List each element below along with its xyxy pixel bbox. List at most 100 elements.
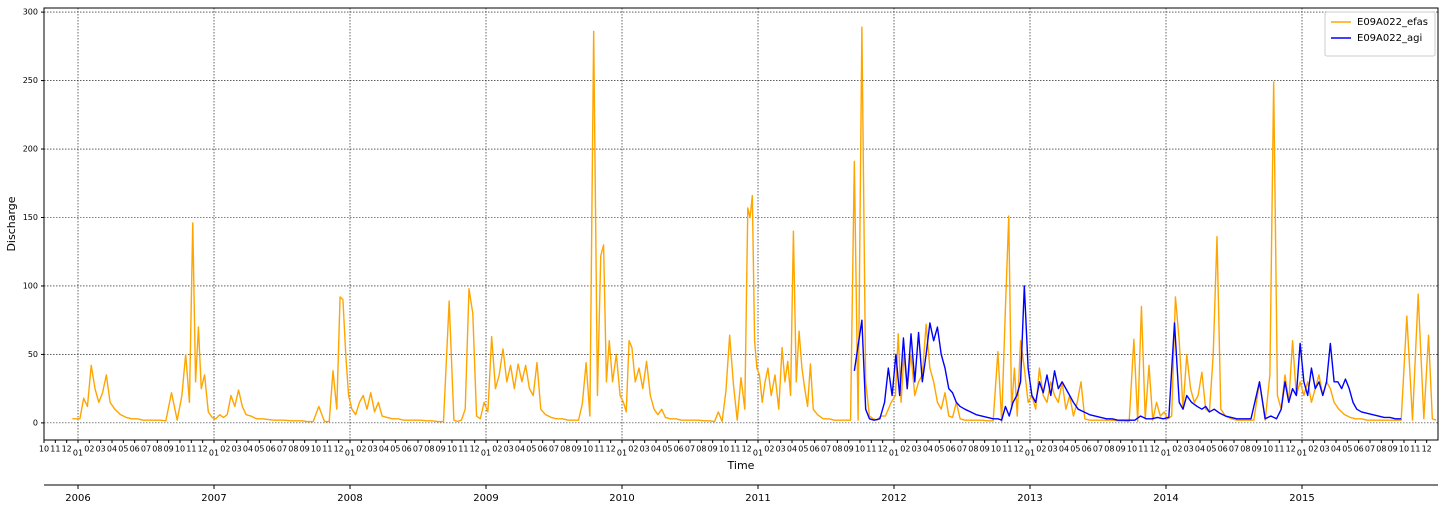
x-tick-label: 05 — [1342, 445, 1352, 454]
x-tick-label: 06 — [1354, 445, 1364, 454]
x-tick-label: 11 — [730, 445, 740, 454]
x-tick-label: 09 — [1116, 445, 1126, 454]
x-tick-label: 03 — [776, 445, 786, 454]
x-tick-label: 01 — [753, 449, 763, 458]
x-tick-label: 12 — [878, 445, 888, 454]
x-tick-label: 06 — [1082, 445, 1092, 454]
x-tick-label: 07 — [821, 445, 831, 454]
x-tick-label: 02 — [356, 445, 366, 454]
x-tick-label: 09 — [436, 445, 446, 454]
x-tick-label: 12 — [62, 445, 72, 454]
x-tick-label: 09 — [572, 445, 582, 454]
x-tick-label: 07 — [957, 445, 967, 454]
x-tick-label: 08 — [968, 445, 978, 454]
x-tick-label: 05 — [934, 445, 944, 454]
year-tick-label: 2007 — [201, 493, 226, 504]
x-tick-label: 08 — [832, 445, 842, 454]
x-tick-label: 07 — [413, 445, 423, 454]
x-tick-label: 01 — [481, 449, 491, 458]
x-tick-label: 09 — [300, 445, 310, 454]
x-tick-label: 08 — [1104, 445, 1114, 454]
x-tick-label: 01 — [1297, 449, 1307, 458]
x-tick-label: 12 — [1014, 445, 1024, 454]
x-tick-label: 04 — [923, 445, 933, 454]
x-tick-label: 11 — [1274, 445, 1284, 454]
year-tick-label: 2012 — [881, 493, 906, 504]
x-tick-label: 03 — [912, 445, 922, 454]
x-tick-label: 12 — [334, 445, 344, 454]
x-tick-label: 11 — [1138, 445, 1148, 454]
x-tick-label: 07 — [141, 445, 151, 454]
year-tick-label: 2011 — [745, 493, 770, 504]
x-tick-label: 04 — [243, 445, 253, 454]
x-tick-label: 08 — [152, 445, 162, 454]
legend-label: E09A022_efas — [1357, 17, 1428, 28]
legend-label: E09A022_agi — [1357, 33, 1422, 44]
y-tick-label: 250 — [23, 76, 38, 85]
x-tick-label: 05 — [798, 445, 808, 454]
y-axis-label: Discharge — [5, 196, 18, 251]
x-tick-label: 12 — [1286, 445, 1296, 454]
year-tick-label: 2009 — [473, 493, 498, 504]
x-tick-label: 02 — [492, 445, 502, 454]
x-tick-label: 02 — [900, 445, 910, 454]
x-tick-label: 05 — [526, 445, 536, 454]
plot-frame — [43, 7, 1439, 441]
legend: E09A022_efas E09A022_agi — [1324, 11, 1436, 57]
x-tick-label: 02 — [1308, 445, 1318, 454]
x-tick-label: 05 — [1206, 445, 1216, 454]
x-tick-label: 11 — [186, 445, 196, 454]
x-tick-label: 09 — [980, 445, 990, 454]
y-tick-label: 150 — [23, 213, 38, 222]
x-tick-label: 10 — [583, 445, 593, 454]
x-tick-label: 01 — [889, 449, 899, 458]
x-tick-label: 12 — [470, 445, 480, 454]
x-tick-label: 05 — [118, 445, 128, 454]
x-tick-label: 11 — [1410, 445, 1420, 454]
x-tick-label: 12 — [606, 445, 616, 454]
x-tick-label: 01 — [345, 449, 355, 458]
x-tick-label: 02 — [764, 445, 774, 454]
x-tick-label: 09 — [1252, 445, 1262, 454]
x-tick-label: 06 — [538, 445, 548, 454]
x-tick-label: 10 — [311, 445, 321, 454]
y-tick-label: 100 — [23, 281, 38, 290]
x-tick-label: 09 — [1388, 445, 1398, 454]
x-tick-label: 01 — [1025, 449, 1035, 458]
x-tick-label: 03 — [232, 445, 242, 454]
x-tick-label: 04 — [1059, 445, 1069, 454]
x-tick-label: 11 — [50, 445, 60, 454]
x-tick-label: 06 — [130, 445, 140, 454]
x-tick-label: 12 — [742, 445, 752, 454]
x-tick-label: 11 — [866, 445, 876, 454]
x-tick-label: 07 — [549, 445, 559, 454]
data-line — [853, 285, 1402, 421]
x-tick-label: 10 — [447, 445, 457, 454]
y-tick-label: 300 — [23, 8, 38, 17]
x-tick-label: 12 — [1422, 445, 1432, 454]
x-tick-label: 11 — [322, 445, 332, 454]
x-tick-label: 09 — [708, 445, 718, 454]
x-tick-label: 10 — [175, 445, 185, 454]
x-tick-label: 01 — [617, 449, 627, 458]
x-tick-label: 09 — [164, 445, 174, 454]
x-tick-label: 10 — [39, 445, 49, 454]
x-tick-label: 05 — [1070, 445, 1080, 454]
x-tick-label: 05 — [662, 445, 672, 454]
x-tick-label: 08 — [288, 445, 298, 454]
x-tick-label: 03 — [1320, 445, 1330, 454]
x-tick-label: 03 — [368, 445, 378, 454]
x-tick-label: 07 — [1093, 445, 1103, 454]
x-tick-label: 06 — [674, 445, 684, 454]
x-tick-label: 01 — [1161, 449, 1171, 458]
x-tick-label: 11 — [458, 445, 468, 454]
x-tick-label: 03 — [1048, 445, 1058, 454]
x-tick-label: 04 — [787, 445, 797, 454]
x-tick-label: 01 — [73, 449, 83, 458]
y-tick-label: 50 — [28, 350, 38, 359]
y-tick-label: 200 — [23, 145, 38, 154]
x-tick-label: 08 — [560, 445, 570, 454]
x-tick-label: 02 — [1172, 445, 1182, 454]
